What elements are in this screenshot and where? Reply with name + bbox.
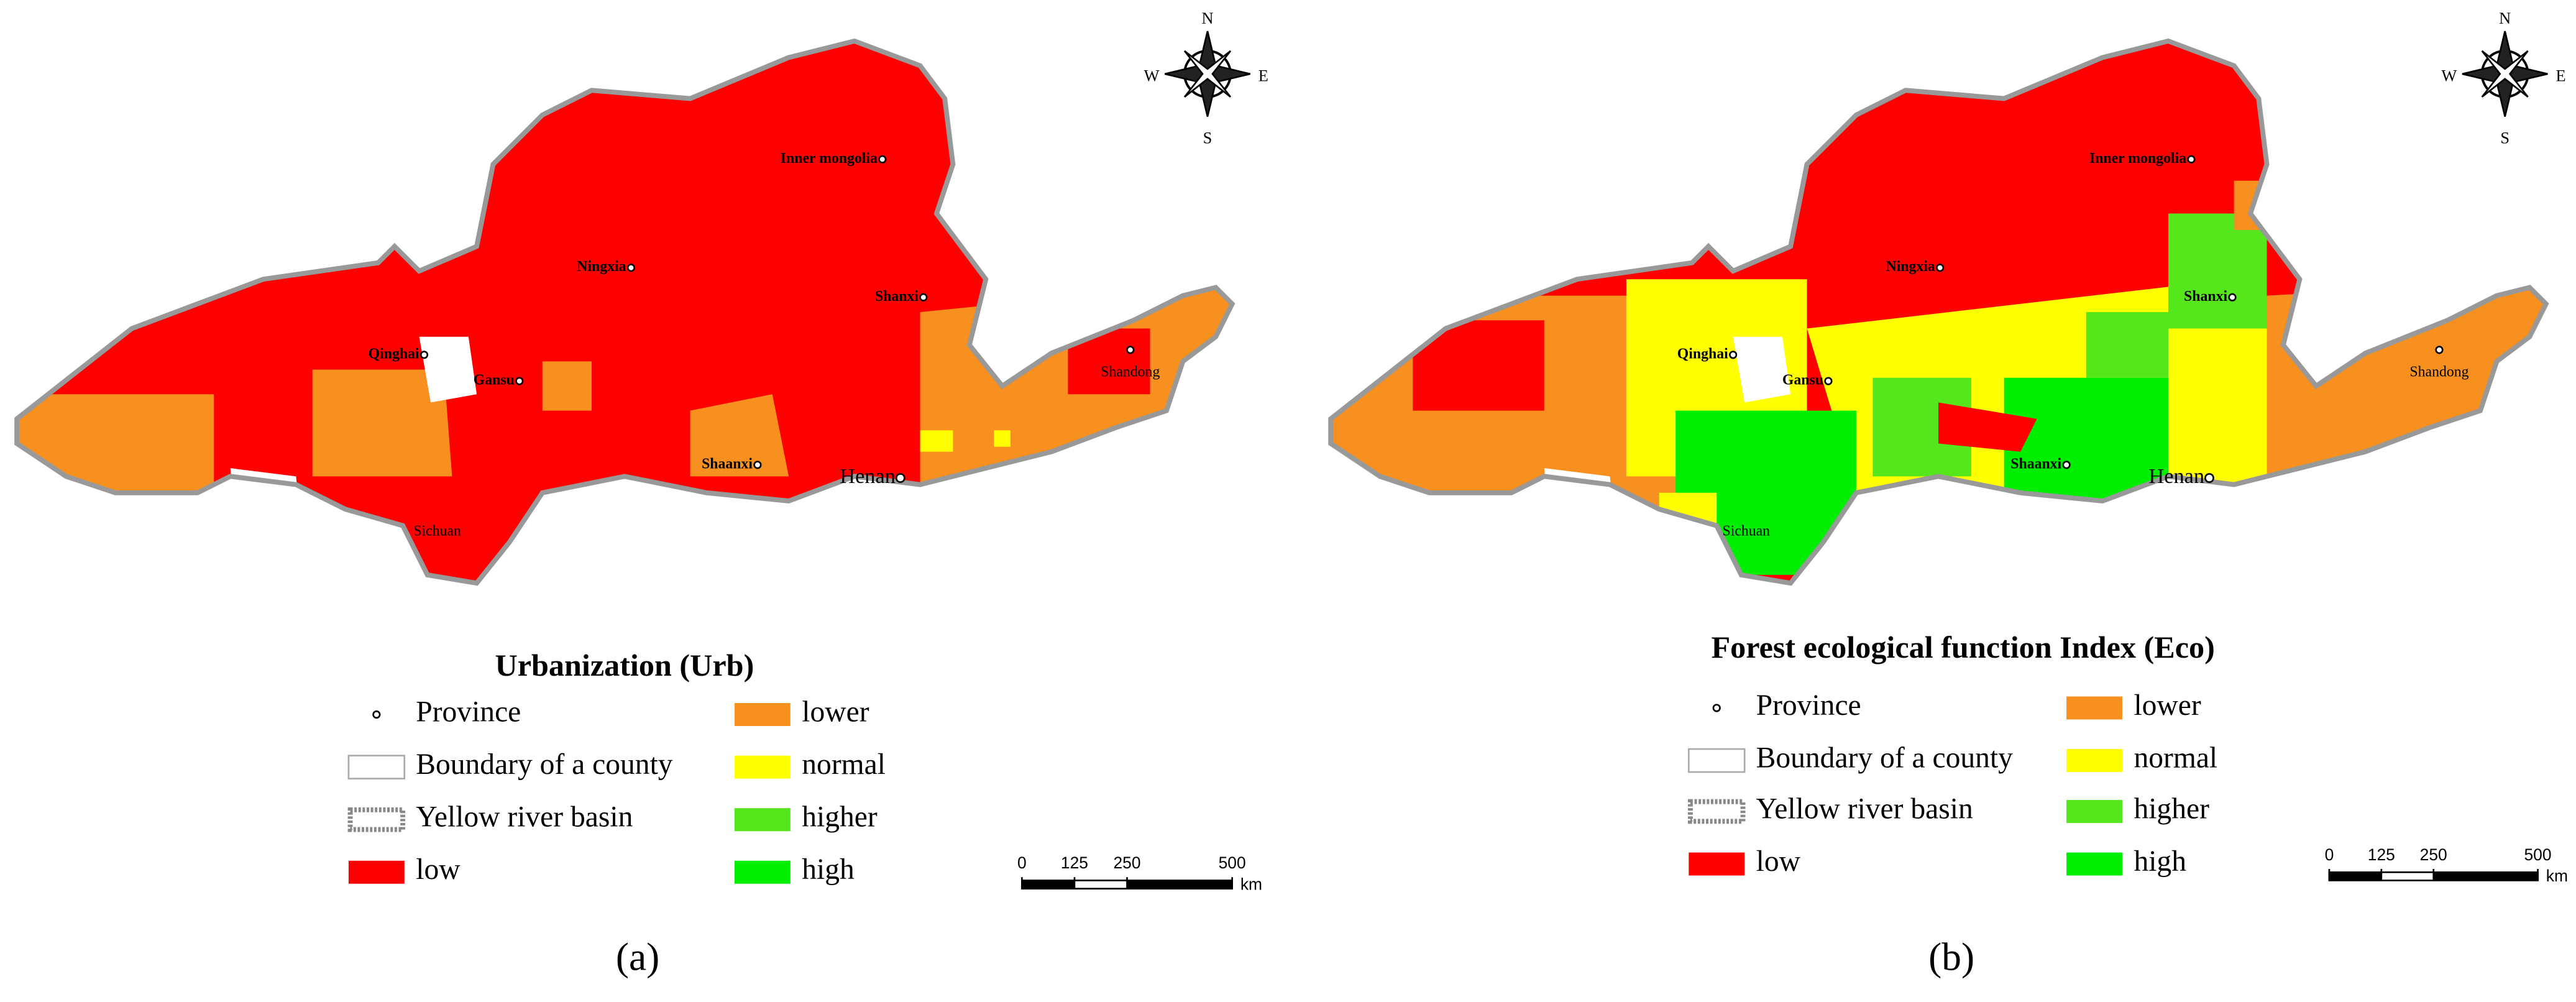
province-dot <box>1824 377 1833 385</box>
legend-title: Forest ecological function Index (Eco) <box>1711 630 2214 664</box>
map-a <box>1 41 1249 583</box>
province-label: Shanxi <box>2184 288 2227 305</box>
legend-swatch <box>2066 852 2122 876</box>
scale-segment <box>1127 880 1232 889</box>
province-label: Henan <box>2148 464 2204 488</box>
province-dot <box>1936 264 1945 272</box>
province-dot <box>2187 155 2196 163</box>
legend-swatch <box>1689 852 1745 876</box>
province-label: Gansu <box>1782 372 1823 388</box>
province-dot <box>753 461 762 469</box>
province-label: Sichuan <box>413 523 461 540</box>
compass-n: N <box>2499 9 2511 27</box>
scale-segment <box>2329 872 2381 881</box>
legend-label: higher <box>802 801 878 834</box>
compass-star <box>2481 50 2529 98</box>
province-label: Ningxia <box>577 259 626 275</box>
legend-label: Yellow river basin <box>416 801 633 834</box>
legend-label: Province <box>416 696 521 728</box>
legend-symbol <box>1687 799 1746 824</box>
province-label: Inner mongolia <box>781 150 878 167</box>
province-dot <box>2062 461 2071 469</box>
scale-label: 500 <box>1219 853 1246 872</box>
province-dot <box>419 351 429 359</box>
province-dot <box>515 377 524 385</box>
province-dot <box>1126 346 1135 354</box>
province-label: Gansu <box>474 372 515 388</box>
province-dot <box>878 155 887 163</box>
legend-label: Boundary of a county <box>416 748 673 781</box>
province-dot <box>2435 346 2444 354</box>
province-label: Qinghai <box>369 346 419 362</box>
panel-label: (b) <box>1928 934 1974 978</box>
legend-label: lower <box>802 696 869 728</box>
compass-e: E <box>1258 66 1268 85</box>
legend-label: lower <box>2134 689 2201 722</box>
province-label: Shandong <box>1101 364 1160 380</box>
scale-label: 125 <box>2368 845 2395 864</box>
compass-star <box>1183 50 1232 98</box>
province-label: Qinghai <box>1677 346 1728 362</box>
legend-swatch <box>734 703 791 727</box>
compass-w: W <box>1144 66 1160 85</box>
legend-symbol <box>1712 704 1721 712</box>
legend-label: high <box>2134 845 2186 878</box>
scale-segment <box>1022 880 1075 889</box>
compass-s: S <box>2500 129 2510 147</box>
legend-label: normal <box>2134 742 2217 774</box>
province-label: Henan <box>840 464 896 488</box>
province-dot <box>919 293 928 301</box>
province-dot <box>895 473 905 483</box>
legend-swatch <box>734 755 791 779</box>
province-dot <box>626 264 636 272</box>
scale-label: 500 <box>2524 845 2552 864</box>
legend-label: Province <box>1756 689 1861 722</box>
scale-segment <box>2433 872 2538 881</box>
legend-label: low <box>1756 845 1801 878</box>
province-label: Shaanxi <box>702 456 753 472</box>
compass-s: S <box>1203 129 1212 147</box>
province-label: Shanxi <box>875 288 919 305</box>
compass-w: W <box>2441 66 2457 85</box>
map-b <box>1314 41 2562 583</box>
legend-swatch <box>2066 696 2122 720</box>
compass-e: E <box>2555 66 2565 85</box>
legend-title: Urbanization (Urb) <box>495 648 754 683</box>
panel-label: (a) <box>616 934 659 978</box>
province-dot <box>1729 351 1738 359</box>
legend-swatch <box>734 860 791 884</box>
legend-label: Boundary of a county <box>1756 742 2014 774</box>
legend-label: normal <box>802 748 886 781</box>
legend-label: low <box>416 853 461 886</box>
legend-symbol <box>372 710 381 719</box>
legend-symbol <box>347 755 406 779</box>
scale-label: 250 <box>2420 845 2447 864</box>
legend-swatch <box>2066 799 2122 823</box>
scale-unit: km <box>2546 866 2568 885</box>
legend-label: high <box>802 853 855 886</box>
legend-symbol <box>347 807 406 832</box>
scale-label: 250 <box>1113 853 1140 872</box>
scale-label: 125 <box>1061 853 1088 872</box>
legend-swatch <box>734 808 791 832</box>
province-dot <box>2204 473 2214 483</box>
compass-n: N <box>1201 9 1213 27</box>
legend-label: Yellow river basin <box>1756 793 1973 825</box>
scale-label: 0 <box>1017 853 1027 872</box>
scale-label: 0 <box>2325 845 2334 864</box>
province-label: Shandong <box>2409 364 2468 380</box>
province-label: Shaanxi <box>2010 456 2061 472</box>
province-label: Inner mongolia <box>2089 150 2186 167</box>
province-label: Ningxia <box>1886 259 1935 275</box>
legend-symbol <box>1687 748 1746 773</box>
province-dot <box>2228 293 2237 301</box>
legend-swatch <box>348 860 405 884</box>
scale-unit: km <box>1240 875 1262 893</box>
legend-label: higher <box>2134 793 2209 825</box>
province-label: Sichuan <box>1723 523 1771 540</box>
legend-swatch <box>2066 749 2122 773</box>
